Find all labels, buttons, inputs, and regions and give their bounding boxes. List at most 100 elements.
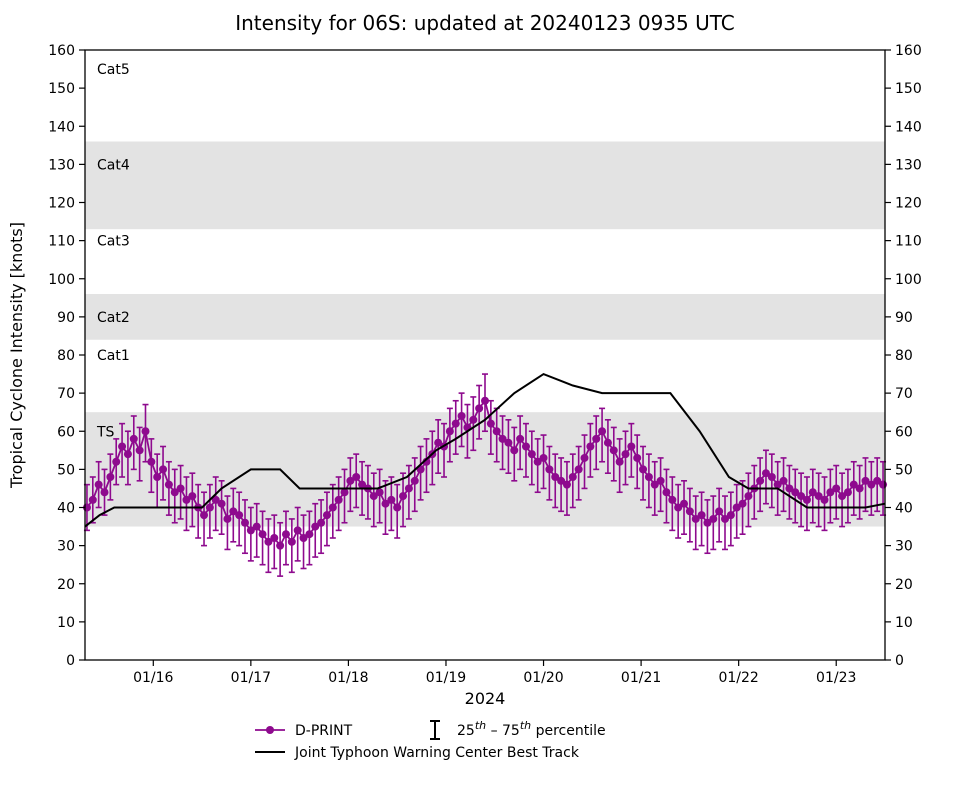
- xtick-label: 01/17: [231, 670, 271, 686]
- dprint-point: [569, 473, 577, 481]
- ytick-label-left: 150: [48, 81, 75, 97]
- dprint-point: [112, 458, 120, 466]
- dprint-point: [188, 492, 196, 500]
- dprint-point: [633, 454, 641, 462]
- ytick-label-left: 90: [57, 310, 75, 326]
- ytick-label-right: 120: [895, 196, 922, 212]
- dprint-point: [235, 511, 243, 519]
- dprint-point: [101, 488, 109, 496]
- legend-jtwc-label: Joint Typhoon Warning Center Best Track: [294, 745, 580, 761]
- chart-bg: [0, 0, 962, 785]
- dprint-point: [844, 488, 852, 496]
- dprint-point: [780, 477, 788, 485]
- ytick-label-left: 0: [66, 653, 75, 669]
- dprint-point: [657, 477, 665, 485]
- dprint-point: [387, 496, 395, 504]
- dprint-point: [124, 450, 132, 458]
- dprint-point: [446, 427, 454, 435]
- dprint-point: [411, 477, 419, 485]
- ytick-label-right: 50: [895, 462, 913, 478]
- xtick-label: 01/16: [133, 670, 173, 686]
- dprint-point: [241, 519, 249, 527]
- dprint-point: [528, 450, 536, 458]
- dprint-point: [352, 473, 360, 481]
- xtick-label: 01/21: [621, 670, 661, 686]
- dprint-point: [270, 534, 278, 542]
- category-label: Cat3: [97, 234, 130, 250]
- dprint-point: [481, 397, 489, 405]
- dprint-point: [610, 446, 618, 454]
- dprint-point: [645, 473, 653, 481]
- dprint-point: [510, 446, 518, 454]
- dprint-point: [317, 519, 325, 527]
- dprint-point: [803, 496, 811, 504]
- dprint-point: [715, 507, 723, 515]
- dprint-point: [727, 511, 735, 519]
- dprint-point: [586, 443, 594, 451]
- ytick-label-left: 160: [48, 43, 75, 59]
- dprint-point: [165, 481, 173, 489]
- dprint-point: [305, 530, 313, 538]
- ytick-label-right: 10: [895, 615, 913, 631]
- xtick-label: 01/23: [816, 670, 856, 686]
- dprint-point: [621, 450, 629, 458]
- dprint-point: [545, 465, 553, 473]
- ytick-label-right: 60: [895, 424, 913, 440]
- category-label: TS: [96, 424, 115, 440]
- dprint-point: [668, 496, 676, 504]
- dprint-point: [335, 496, 343, 504]
- dprint-point: [393, 504, 401, 512]
- ytick-label-right: 30: [895, 539, 913, 555]
- ytick-label-left: 130: [48, 157, 75, 173]
- ytick-label-left: 120: [48, 196, 75, 212]
- category-label: Cat4: [97, 157, 130, 173]
- dprint-point: [487, 420, 495, 428]
- dprint-point: [739, 500, 747, 508]
- category-band: [85, 294, 885, 340]
- dprint-point: [581, 454, 589, 462]
- dprint-point: [89, 496, 97, 504]
- dprint-point: [680, 500, 688, 508]
- ytick-label-right: 160: [895, 43, 922, 59]
- dprint-point: [130, 435, 138, 443]
- category-label: Cat2: [97, 310, 130, 326]
- intensity-chart: TSCat1Cat2Cat3Cat4Cat5001010202030304040…: [0, 0, 962, 785]
- dprint-point: [136, 446, 144, 454]
- dprint-point: [323, 511, 331, 519]
- ytick-label-right: 90: [895, 310, 913, 326]
- legend-dprint-label: D-PRINT: [295, 723, 353, 739]
- dprint-point: [253, 523, 261, 531]
- ytick-label-right: 20: [895, 577, 913, 593]
- xaxis-label: 2024: [465, 689, 506, 708]
- dprint-point: [563, 481, 571, 489]
- dprint-point: [832, 484, 840, 492]
- ytick-label-right: 100: [895, 272, 922, 288]
- dprint-point: [159, 465, 167, 473]
- ytick-label-right: 110: [895, 234, 922, 250]
- dprint-point: [452, 420, 460, 428]
- category-label: Cat1: [97, 348, 130, 364]
- xtick-label: 01/18: [328, 670, 368, 686]
- dprint-point: [516, 435, 524, 443]
- ytick-label-left: 60: [57, 424, 75, 440]
- ytick-label-left: 140: [48, 119, 75, 135]
- chart-title: Intensity for 06S: updated at 20240123 0…: [235, 11, 735, 35]
- ytick-label-left: 100: [48, 272, 75, 288]
- ytick-label-left: 30: [57, 539, 75, 555]
- category-label: Cat5: [97, 62, 130, 78]
- dprint-point: [341, 488, 349, 496]
- dprint-point: [95, 481, 103, 489]
- legend-dprint-marker: [266, 726, 274, 734]
- dprint-point: [768, 473, 776, 481]
- dprint-point: [575, 465, 583, 473]
- ytick-label-right: 70: [895, 386, 913, 402]
- dprint-point: [592, 435, 600, 443]
- dprint-point: [475, 404, 483, 412]
- dprint-point: [698, 511, 706, 519]
- dprint-point: [405, 484, 413, 492]
- dprint-point: [177, 484, 185, 492]
- dprint-point: [639, 465, 647, 473]
- ytick-label-left: 50: [57, 462, 75, 478]
- chart-container: TSCat1Cat2Cat3Cat4Cat5001010202030304040…: [0, 0, 962, 785]
- dprint-point: [106, 473, 114, 481]
